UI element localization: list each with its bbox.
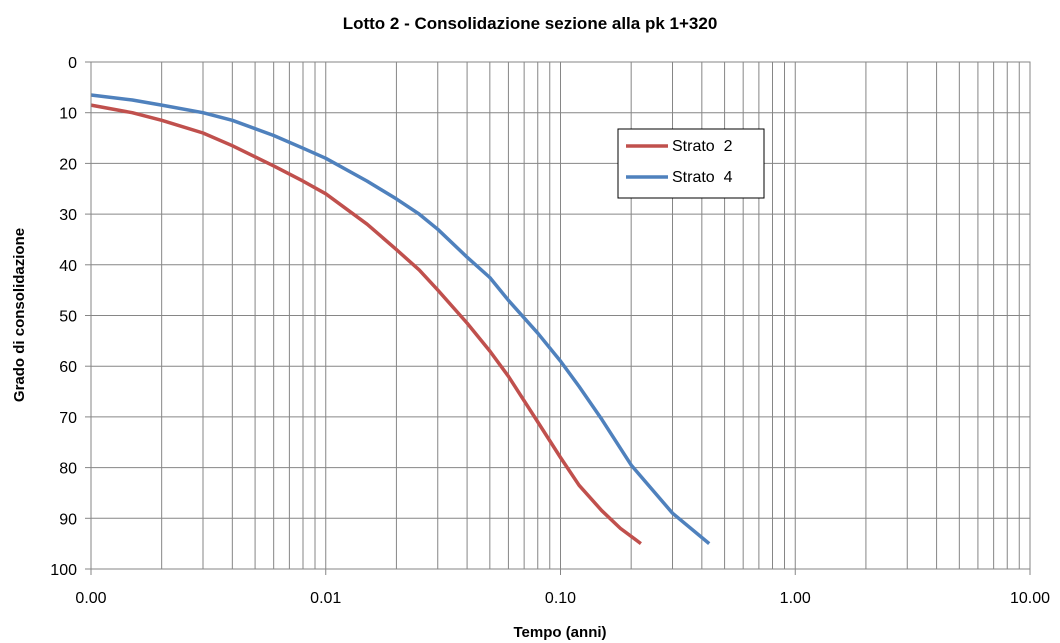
y-tick-label: 20 xyxy=(59,156,77,173)
series-line-strato-4 xyxy=(90,93,711,545)
x-tick-label: 0.00 xyxy=(75,590,106,607)
x-tick-label: 10.00 xyxy=(1010,590,1050,607)
grid-layer xyxy=(91,62,1030,569)
series-line-strato-2 xyxy=(90,103,642,546)
x-axis-title: Tempo (anni) xyxy=(513,624,606,641)
y-tick-label: 90 xyxy=(59,511,77,528)
y-tick-label: 80 xyxy=(59,461,77,478)
y-tick-label: 30 xyxy=(59,207,77,224)
y-tick-label: 70 xyxy=(59,410,77,427)
y-tick-label: 60 xyxy=(59,359,77,376)
y-tick-label: 10 xyxy=(59,106,77,123)
y-tick-label: 0 xyxy=(68,55,77,72)
y-tick-label: 40 xyxy=(59,258,77,275)
legend: Strato 2 Strato 4 xyxy=(617,128,765,199)
y-axis-title: Grado di consolidazione xyxy=(11,228,28,402)
series-layer xyxy=(90,93,711,546)
y-tick-label: 50 xyxy=(59,309,77,326)
tick-layer: 0 10 20 30 40 50 60 70 80 90 100 0.00 0.01 0.10 1.00 10… xyxy=(50,55,1050,607)
legend-label-strato-2: Strato 2 xyxy=(672,138,733,155)
chart-title: Lotto 2 - Consolidazione sezione alla pk… xyxy=(343,14,718,33)
y-tick-label: 100 xyxy=(50,562,77,579)
x-tick-label: 1.00 xyxy=(780,590,811,607)
legend-label-strato-4: Strato 4 xyxy=(672,169,733,186)
x-tick-label: 0.01 xyxy=(310,590,341,607)
x-tick-label: 0.10 xyxy=(545,590,576,607)
legend-box xyxy=(617,128,765,199)
